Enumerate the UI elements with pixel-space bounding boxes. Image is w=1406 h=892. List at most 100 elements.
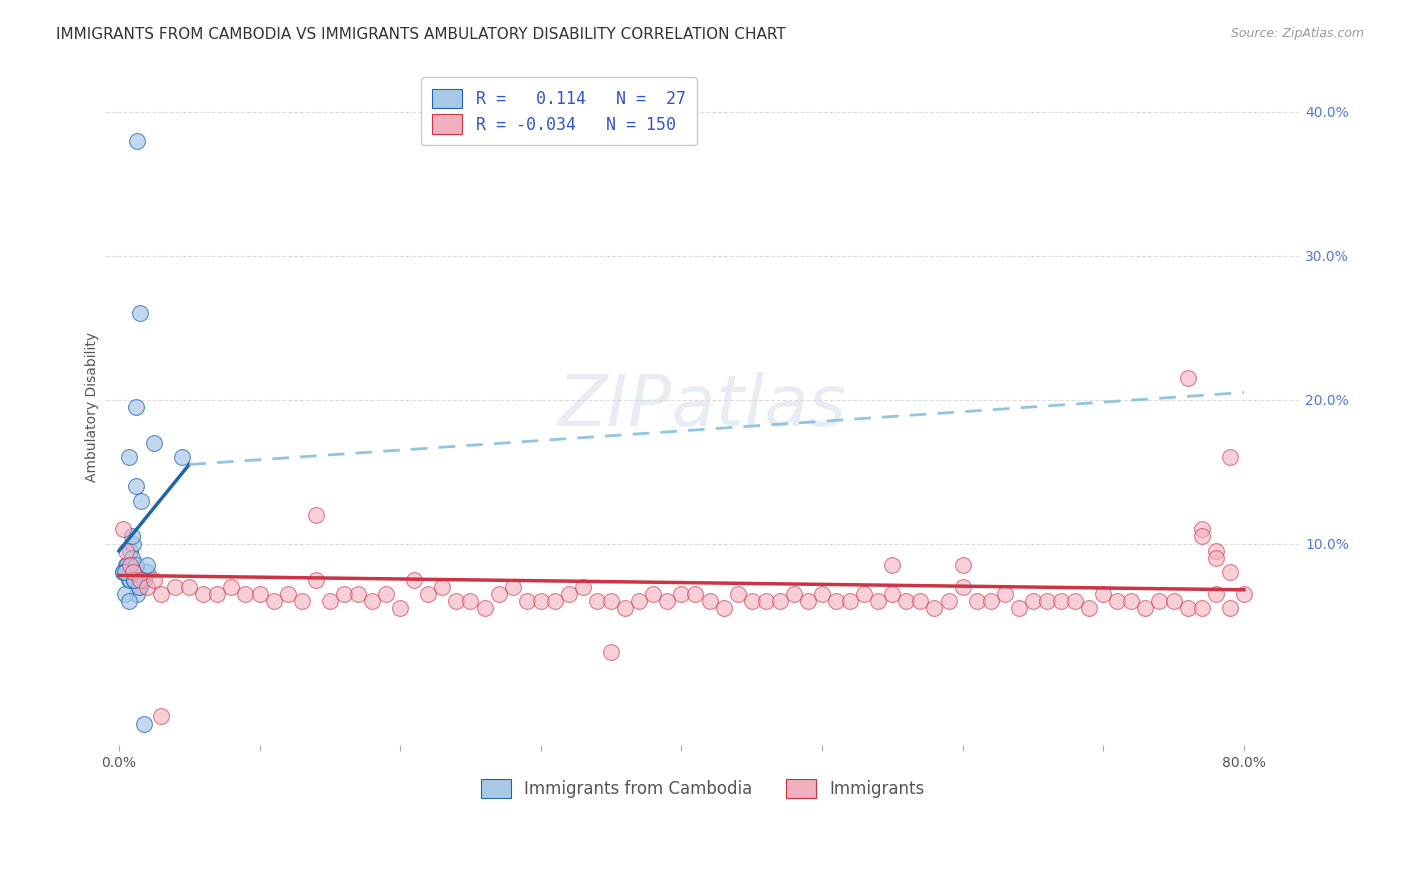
Point: [122, 566, 145, 580]
Point: [713, 601, 735, 615]
Point: [1191, 529, 1213, 543]
Point: [783, 587, 806, 601]
Point: [952, 580, 974, 594]
Point: [120, 573, 142, 587]
Point: [418, 587, 440, 601]
Point: [460, 594, 482, 608]
Point: [530, 594, 553, 608]
Point: [165, 580, 187, 594]
Point: [1121, 594, 1143, 608]
Point: [1205, 544, 1227, 558]
Point: [1191, 522, 1213, 536]
Point: [375, 587, 398, 601]
Point: [125, 479, 148, 493]
Point: [1050, 594, 1073, 608]
Legend: Immigrants from Cambodia, Immigrants: Immigrants from Cambodia, Immigrants: [474, 772, 931, 805]
Point: [277, 587, 299, 601]
Point: [600, 594, 623, 608]
Point: [404, 573, 426, 587]
Point: [389, 601, 412, 615]
Point: [910, 594, 932, 608]
Point: [643, 587, 665, 601]
Point: [120, 558, 142, 573]
Point: [558, 587, 581, 601]
Point: [118, 450, 141, 465]
Point: [1022, 594, 1045, 608]
Point: [193, 587, 215, 601]
Point: [333, 587, 356, 601]
Point: [1092, 587, 1115, 601]
Point: [432, 580, 454, 594]
Point: [136, 580, 159, 594]
Point: [502, 580, 524, 594]
Point: [1135, 601, 1157, 615]
Text: IMMIGRANTS FROM CAMBODIA VS IMMIGRANTS AMBULATORY DISABILITY CORRELATION CHART: IMMIGRANTS FROM CAMBODIA VS IMMIGRANTS A…: [56, 27, 786, 42]
Point: [1107, 594, 1129, 608]
Point: [263, 594, 285, 608]
Point: [600, 645, 623, 659]
Point: [129, 573, 152, 587]
Point: [179, 580, 201, 594]
Point: [121, 551, 143, 566]
Point: [1205, 551, 1227, 566]
Point: [671, 587, 693, 601]
Point: [882, 558, 904, 573]
Point: [150, 709, 173, 723]
Point: [699, 594, 721, 608]
Point: [769, 594, 792, 608]
Point: [125, 558, 148, 573]
Point: [143, 436, 166, 450]
Point: [628, 594, 651, 608]
Point: [129, 306, 152, 320]
Point: [249, 587, 271, 601]
Point: [980, 594, 1002, 608]
Point: [235, 587, 257, 601]
Point: [1177, 371, 1199, 385]
Point: [1219, 566, 1241, 580]
Point: [305, 573, 328, 587]
Point: [172, 450, 194, 465]
Point: [882, 587, 904, 601]
Point: [924, 601, 946, 615]
Point: [727, 587, 749, 601]
Point: [120, 544, 142, 558]
Point: [825, 594, 848, 608]
Point: [305, 508, 328, 522]
Point: [221, 580, 243, 594]
Point: [1191, 601, 1213, 615]
Point: [125, 400, 148, 414]
Point: [1036, 594, 1059, 608]
Point: [1233, 587, 1256, 601]
Point: [1219, 450, 1241, 465]
Point: [121, 529, 143, 543]
Point: [1177, 601, 1199, 615]
Point: [1149, 594, 1171, 608]
Point: [136, 558, 159, 573]
Point: [938, 594, 960, 608]
Point: [118, 594, 141, 608]
Point: [1064, 594, 1087, 608]
Point: [1163, 594, 1185, 608]
Point: [446, 594, 468, 608]
Point: [797, 594, 820, 608]
Point: [134, 573, 156, 587]
Point: [115, 544, 138, 558]
Point: [868, 594, 890, 608]
Point: [122, 537, 145, 551]
Point: [614, 601, 637, 615]
Point: [127, 134, 149, 148]
Point: [516, 594, 538, 608]
Point: [114, 587, 136, 601]
Point: [124, 573, 146, 587]
Point: [127, 587, 149, 601]
Point: [128, 580, 150, 594]
Point: [150, 587, 173, 601]
Text: Source: ZipAtlas.com: Source: ZipAtlas.com: [1230, 27, 1364, 40]
Point: [207, 587, 229, 601]
Text: ZIPatlas: ZIPatlas: [558, 372, 846, 442]
Point: [474, 601, 496, 615]
Point: [839, 594, 862, 608]
Point: [131, 493, 153, 508]
Point: [136, 566, 159, 580]
Point: [112, 566, 135, 580]
